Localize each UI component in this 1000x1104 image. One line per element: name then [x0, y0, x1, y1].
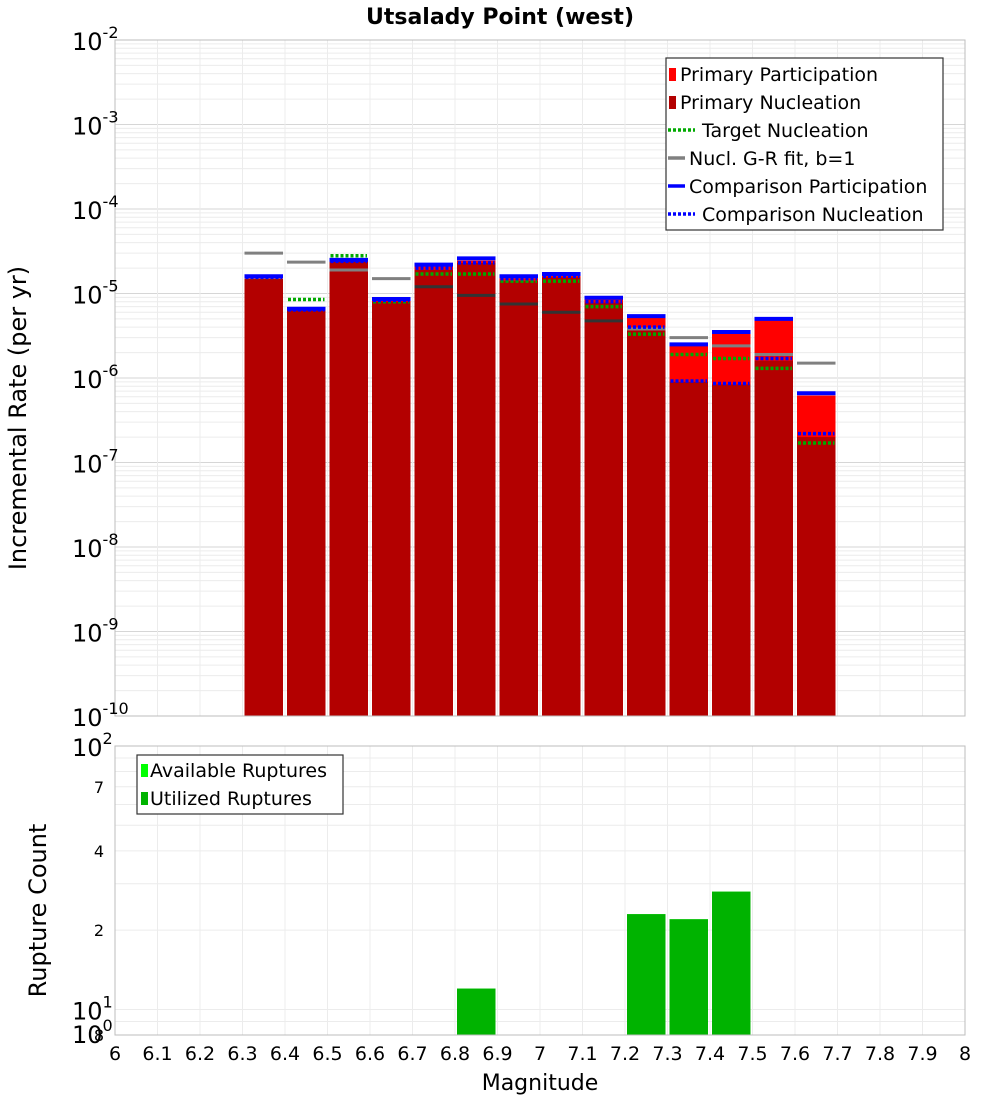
legend: Available Ruptures Utilized Ruptures: [136, 754, 344, 815]
legend-swatch: [141, 764, 148, 777]
plot-frame: [114, 745, 966, 1036]
y-tick-label: 10-7: [72, 446, 119, 479]
nucleation-bar: [287, 310, 326, 716]
nucleation-bar: [499, 281, 538, 716]
x-tick-label: 6.9: [482, 1043, 512, 1065]
y-tick-label: 10-4: [72, 192, 119, 225]
utilized-ruptures-bar: [627, 914, 666, 1035]
legend-label: Target Nucleation: [701, 120, 869, 142]
x-tick-label: 6.7: [397, 1043, 427, 1065]
x-tick-label: 6.1: [142, 1043, 172, 1065]
y-decade-label: 101: [72, 992, 113, 1025]
y-axis-label: Incremental Rate (per yr): [4, 266, 32, 570]
x-tick-label: 7.2: [610, 1043, 640, 1065]
nucleation-bar: [542, 277, 581, 716]
y-decade-label: 102: [72, 729, 113, 762]
legend-label: Primary Participation: [680, 64, 878, 86]
x-tick-label: 7.5: [737, 1043, 767, 1065]
y-tick-label: 4: [94, 842, 104, 861]
top-plot: 10-10 10-9 10-8 10-7 10-6 10-5 10-4 10-3 10-2 Inc…: [4, 23, 966, 732]
x-tick-label: 7.7: [822, 1043, 852, 1065]
y-tick-label: 10-5: [72, 277, 119, 310]
y-tick-label: 7: [94, 778, 104, 797]
y-decade-label: 100: [72, 1016, 113, 1049]
x-tick-label: 6.2: [185, 1043, 215, 1065]
x-axis-label: Magnitude: [482, 1071, 599, 1096]
nucleation-bar: [372, 301, 411, 716]
nucleation-bar: [754, 360, 793, 716]
nucleation-bar: [584, 302, 623, 716]
y-tick-label: 10-2: [72, 23, 119, 56]
x-tick-label: 7: [534, 1043, 546, 1065]
x-tick-label: 7.1: [567, 1043, 597, 1065]
nucleation-bar: [329, 261, 368, 716]
legend-swatch: [669, 68, 676, 81]
legend-box: [665, 57, 944, 231]
x-tick-label: 6: [109, 1043, 121, 1065]
nucleation-bar: [627, 329, 666, 716]
legend: Primary Participation Primary Nucleation T…: [665, 57, 944, 231]
y-tick-label: 10-9: [72, 615, 119, 648]
legend-label: Available Ruptures: [150, 760, 327, 782]
y-tick-label: 2: [94, 921, 104, 940]
nucleation-bar: [669, 381, 708, 716]
nucleation-bar: [414, 269, 453, 716]
utilized-ruptures-bar: [457, 988, 496, 1035]
nucleation-bar: [712, 384, 751, 716]
x-tick-label: 7.4: [695, 1043, 725, 1065]
x-tick-label: 7.9: [907, 1043, 937, 1065]
legend-label: Comparison Nucleation: [702, 204, 924, 226]
y-axis-label: Rupture Count: [24, 824, 52, 998]
x-axis: 6 6.1 6.2 6.3 6.4 6.5 6.6 6.7 6.8 6.9 7 7.1 7.2 7.3 7.…: [109, 1043, 971, 1065]
x-tick-label: 7.8: [865, 1043, 895, 1065]
y-tick-label: 10-10: [72, 699, 129, 732]
x-tick-label: 6.4: [270, 1043, 300, 1065]
legend-box: [136, 754, 344, 815]
x-tick-label: 7.3: [652, 1043, 682, 1065]
legend-label: Primary Nucleation: [680, 92, 861, 114]
nucleation-bar: [457, 262, 496, 716]
legend-label: Comparison Participation: [689, 176, 927, 198]
nucleation-bar: [797, 437, 836, 716]
y-tick-label: 8: [94, 1026, 104, 1045]
x-tick-label: 6.8: [440, 1043, 470, 1065]
utilized-ruptures-bar: [712, 891, 751, 1035]
x-tick-label: 7.6: [780, 1043, 810, 1065]
legend-swatch: [669, 96, 676, 109]
y-tick-label: 10-6: [72, 361, 119, 394]
legend-label: Utilized Ruptures: [150, 788, 312, 810]
utilized-ruptures-bar: [669, 919, 708, 1035]
x-tick-label: 6.3: [227, 1043, 257, 1065]
x-tick-label: 6.6: [355, 1043, 385, 1065]
x-tick-label: 8: [959, 1043, 971, 1065]
legend-label: Nucl. G-R fit, b=1: [689, 148, 855, 170]
plot-frame: [114, 39, 966, 717]
x-tick-label: 6.5: [312, 1043, 342, 1065]
nucleation-bar: [244, 278, 283, 716]
chart-title: Utsalady Point (west): [366, 5, 634, 30]
legend-swatch: [141, 792, 148, 805]
y-tick-label: 10-3: [72, 108, 119, 141]
y-tick-label: 10-8: [72, 530, 119, 563]
